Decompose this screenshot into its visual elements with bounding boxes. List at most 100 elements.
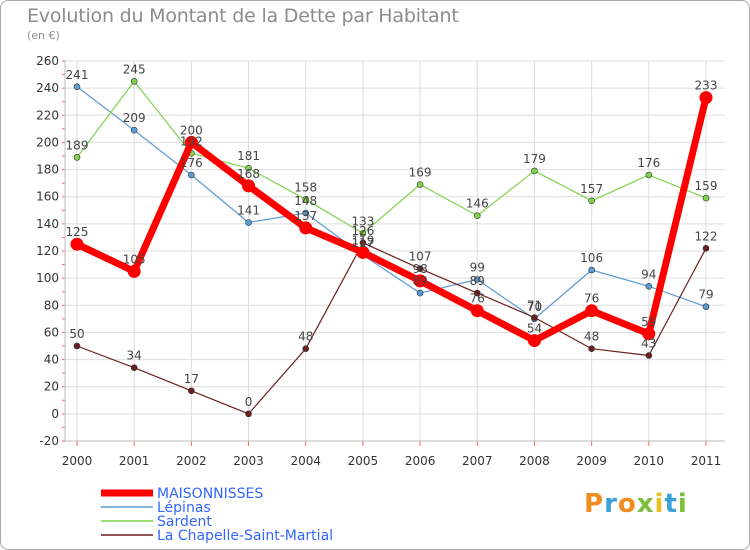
data-point	[588, 197, 595, 205]
data-label: 241	[66, 68, 89, 82]
x-tick-label: 2006	[405, 454, 436, 468]
data-point	[245, 219, 252, 226]
data-label: 125	[66, 225, 89, 239]
data-point	[130, 364, 138, 372]
data-point	[359, 230, 367, 237]
data-label: 54	[527, 322, 542, 336]
data-label: 76	[470, 292, 485, 306]
data-label: 117	[351, 236, 374, 250]
data-point	[645, 352, 653, 359]
data-label: 168	[237, 167, 260, 181]
x-tick-label: 2008	[519, 454, 550, 468]
series-line-maisonnisses	[73, 94, 710, 345]
x-tick-label: 2009	[576, 454, 607, 468]
data-label: 233	[695, 79, 718, 93]
x-tick-label: 2010	[634, 454, 665, 468]
data-label: 94	[641, 267, 656, 281]
logo-letter: P	[584, 489, 605, 519]
data-label: 17	[184, 372, 199, 386]
data-label: 176	[637, 156, 660, 170]
data-label: 148	[294, 194, 317, 208]
x-tick-label: 2011	[691, 454, 722, 468]
data-point	[302, 209, 310, 217]
axes	[62, 60, 725, 446]
x-tick-labels: 2000 2001 2002 2003 2004 2005 2006 2007 2008 2009…	[62, 454, 722, 468]
y-tick-label: 80	[44, 298, 59, 312]
x-tick-label: 2007	[462, 454, 493, 468]
data-label: 79	[698, 288, 713, 302]
data-point	[645, 282, 653, 290]
data-point	[416, 289, 424, 297]
data-label: 179	[523, 152, 546, 166]
data-label: 245	[123, 62, 146, 76]
data-point	[473, 212, 481, 220]
data-label: 119	[351, 233, 374, 247]
data-point	[588, 266, 595, 274]
data-point	[73, 154, 81, 161]
data-point	[184, 135, 198, 149]
chart-subtitle: (en €)	[27, 29, 60, 42]
logo-letter: i	[677, 489, 688, 519]
data-label: 34	[127, 349, 142, 363]
data-point	[531, 167, 538, 175]
x-tick-label: 2000	[62, 454, 93, 468]
data-label: 43	[641, 337, 656, 351]
data-label: 176	[180, 156, 203, 170]
logo-letter: i	[654, 489, 665, 519]
chart-title: Evolution du Montant de la Dette par Hab…	[27, 5, 459, 27]
data-label: 169	[409, 166, 432, 180]
data-label: 146	[466, 197, 489, 211]
data-point	[702, 303, 710, 310]
data-point	[245, 164, 252, 172]
data-label: 106	[580, 251, 603, 265]
y-tick-label: 60	[44, 325, 59, 339]
proxiti-logo: Proxiti	[584, 489, 688, 519]
data-label: 181	[237, 149, 260, 163]
data-label: 122	[695, 229, 718, 243]
logo-letter: t	[664, 489, 678, 519]
y-tick-label: 40	[44, 353, 59, 367]
data-label: 159	[695, 179, 718, 193]
data-label: 89	[470, 274, 485, 288]
logo-letter: r	[604, 489, 618, 519]
logo-letter: o	[617, 489, 637, 519]
data-point	[188, 387, 195, 395]
data-label: 89	[412, 274, 427, 288]
data-point	[188, 171, 195, 179]
legend-label: Sardent	[157, 514, 212, 530]
data-point	[73, 342, 81, 350]
data-label: 50	[69, 327, 84, 341]
series-line-la-chapelle-saint-martial	[76, 242, 707, 415]
data-point	[473, 276, 481, 283]
data-label: 71	[527, 299, 542, 313]
data-point	[702, 244, 710, 252]
data-label: 157	[580, 182, 603, 196]
data-point	[416, 265, 424, 272]
grid-lines	[65, 60, 725, 442]
data-label: 0	[245, 395, 253, 409]
data-label: 189	[66, 138, 89, 152]
data-label: 76	[584, 292, 599, 306]
data-point	[73, 83, 81, 91]
x-tick-label: 2004	[290, 454, 321, 468]
x-tick-label: 2002	[176, 454, 207, 468]
data-label: 107	[409, 250, 432, 264]
data-point	[470, 304, 484, 318]
data-point	[130, 78, 138, 85]
data-label: 192	[180, 134, 203, 148]
legend-label: Lépinas	[157, 500, 211, 516]
data-point	[413, 274, 427, 288]
y-tick-label: 180	[36, 163, 59, 177]
legend-label: MAISONNISSES	[157, 486, 263, 502]
data-label: 137	[294, 209, 317, 223]
data-point	[245, 410, 252, 418]
x-tick-label: 2005	[348, 454, 379, 468]
data-point	[531, 314, 538, 321]
series-line-sardent	[76, 80, 707, 234]
y-tick-labels: -20 0 20 40 60 80 100 120 140 160 180 200 220 240 260	[36, 54, 59, 448]
legend-label: La Chapelle-Saint-Martial	[157, 528, 333, 544]
data-label: 105	[123, 252, 146, 266]
y-tick-label: 0	[51, 407, 59, 421]
